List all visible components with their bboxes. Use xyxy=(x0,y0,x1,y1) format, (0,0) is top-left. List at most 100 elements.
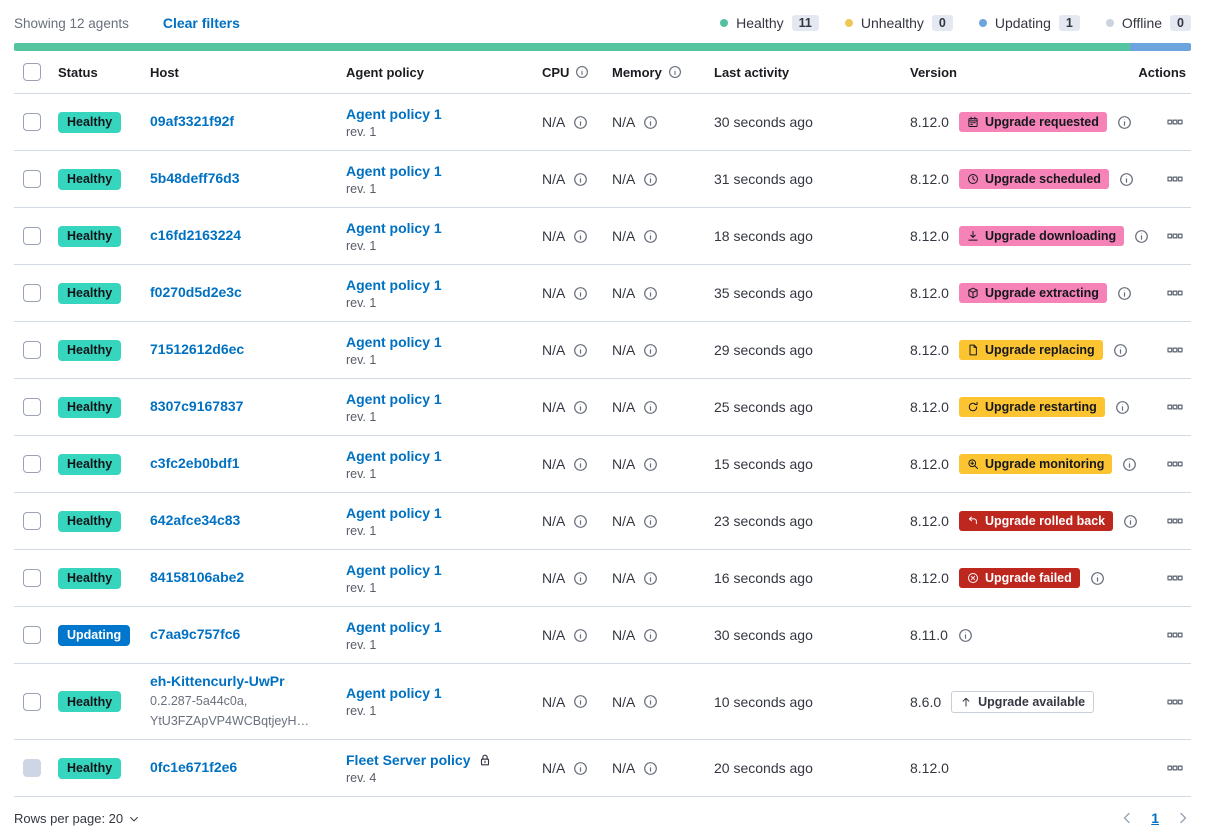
policy-cell: Agent policy 1 rev. 1 xyxy=(346,277,542,310)
row-actions-button[interactable] xyxy=(1164,757,1186,779)
info-icon xyxy=(574,229,588,243)
info-icon[interactable] xyxy=(573,286,588,301)
info-icon[interactable] xyxy=(573,571,588,586)
info-icon[interactable] xyxy=(958,628,973,643)
info-icon[interactable] xyxy=(1115,400,1130,415)
info-icon[interactable] xyxy=(573,628,588,643)
row-checkbox[interactable] xyxy=(23,227,41,245)
host-link[interactable]: 09af3321f92f xyxy=(150,113,235,129)
agent-policy-link[interactable]: Agent policy 1 xyxy=(346,219,442,236)
info-icon[interactable] xyxy=(643,343,658,358)
agent-policy-link[interactable]: Agent policy 1 xyxy=(346,105,442,122)
info-icon[interactable] xyxy=(643,172,658,187)
row-actions-button[interactable] xyxy=(1164,111,1186,133)
version-value: 8.12.0 xyxy=(910,285,949,301)
info-icon[interactable] xyxy=(573,115,588,130)
row-checkbox[interactable] xyxy=(23,512,41,530)
info-icon xyxy=(644,514,658,528)
host-link[interactable]: 0fc1e671f2e6 xyxy=(150,759,238,775)
host-link[interactable]: f0270d5d2e3c xyxy=(150,284,242,300)
legend-item-offline[interactable]: Offline 0 xyxy=(1105,15,1191,31)
previous-page-button[interactable] xyxy=(1119,810,1135,826)
row-checkbox[interactable] xyxy=(23,284,41,302)
next-page-button[interactable] xyxy=(1175,810,1191,826)
row-actions-button[interactable] xyxy=(1164,168,1186,190)
row-actions-button[interactable] xyxy=(1164,453,1186,475)
rows-per-page-select[interactable]: Rows per page: 20 xyxy=(14,811,140,826)
info-icon[interactable] xyxy=(1122,457,1137,472)
select-all-checkbox[interactable] xyxy=(23,63,41,81)
agent-policy-link[interactable]: Agent policy 1 xyxy=(346,162,442,179)
row-actions-button[interactable] xyxy=(1164,510,1186,532)
info-icon[interactable] xyxy=(573,172,588,187)
info-icon[interactable] xyxy=(575,65,589,79)
info-icon[interactable] xyxy=(573,229,588,244)
host-link[interactable]: 8307c9167837 xyxy=(150,398,244,414)
info-icon[interactable] xyxy=(1117,286,1132,301)
agent-policy-link[interactable]: Agent policy 1 xyxy=(346,333,442,350)
host-link[interactable]: eh-Kittencurly-UwPr xyxy=(150,673,285,689)
cpu-cell: N/A xyxy=(542,399,612,415)
row-actions-button[interactable] xyxy=(1164,396,1186,418)
info-icon[interactable] xyxy=(1117,115,1132,130)
row-checkbox[interactable] xyxy=(23,569,41,587)
info-icon[interactable] xyxy=(643,457,658,472)
info-icon[interactable] xyxy=(643,571,658,586)
host-link[interactable]: c16fd2163224 xyxy=(150,227,242,243)
row-checkbox[interactable] xyxy=(23,398,41,416)
info-icon[interactable] xyxy=(643,229,658,244)
host-link[interactable]: 5b48deff76d3 xyxy=(150,170,240,186)
agent-policy-link[interactable]: Agent policy 1 xyxy=(346,447,442,464)
row-actions-button[interactable] xyxy=(1164,691,1186,713)
info-icon xyxy=(574,343,588,357)
host-link[interactable]: c3fc2eb0bdf1 xyxy=(150,455,240,471)
page-number[interactable]: 1 xyxy=(1151,810,1159,826)
row-checkbox[interactable] xyxy=(23,113,41,131)
row-actions-button[interactable] xyxy=(1164,624,1186,646)
agent-policy-link[interactable]: Fleet Server policy xyxy=(346,751,471,768)
info-icon[interactable] xyxy=(1119,172,1134,187)
info-icon[interactable] xyxy=(573,400,588,415)
info-icon[interactable] xyxy=(643,628,658,643)
row-checkbox[interactable] xyxy=(23,455,41,473)
row-checkbox[interactable] xyxy=(23,341,41,359)
info-icon[interactable] xyxy=(643,761,658,776)
info-icon[interactable] xyxy=(643,115,658,130)
info-icon[interactable] xyxy=(643,400,658,415)
info-icon[interactable] xyxy=(573,343,588,358)
clear-filters-link[interactable]: Clear filters xyxy=(162,15,240,31)
row-actions-button[interactable] xyxy=(1164,225,1186,247)
table-row: Healthy 5b48deff76d3 Agent policy 1 rev. 1 N… xyxy=(14,151,1191,208)
info-icon[interactable] xyxy=(573,514,588,529)
info-icon[interactable] xyxy=(643,694,658,709)
legend-item-unhealthy[interactable]: Unhealthy 0 xyxy=(844,15,953,31)
agent-policy-link[interactable]: Agent policy 1 xyxy=(346,390,442,407)
host-link[interactable]: 71512612d6ec xyxy=(150,341,245,357)
legend-item-healthy[interactable]: Healthy 11 xyxy=(720,15,819,31)
agent-policy-link[interactable]: Agent policy 1 xyxy=(346,618,442,635)
row-checkbox[interactable] xyxy=(23,170,41,188)
agent-policy-link[interactable]: Agent policy 1 xyxy=(346,561,442,578)
info-icon[interactable] xyxy=(1134,229,1149,244)
info-icon[interactable] xyxy=(1123,514,1138,529)
agent-policy-link[interactable]: Agent policy 1 xyxy=(346,685,442,701)
info-icon[interactable] xyxy=(668,65,682,79)
host-link[interactable]: c7aa9c757fc6 xyxy=(150,626,241,642)
row-actions-button[interactable] xyxy=(1164,339,1186,361)
info-icon[interactable] xyxy=(1113,343,1128,358)
info-icon[interactable] xyxy=(573,761,588,776)
row-actions-button[interactable] xyxy=(1164,282,1186,304)
info-icon[interactable] xyxy=(643,286,658,301)
info-icon[interactable] xyxy=(643,514,658,529)
agent-policy-link[interactable]: Agent policy 1 xyxy=(346,504,442,521)
row-checkbox[interactable] xyxy=(23,626,41,644)
host-link[interactable]: 642afce34c83 xyxy=(150,512,241,528)
row-checkbox[interactable] xyxy=(23,692,41,711)
row-actions-button[interactable] xyxy=(1164,567,1186,589)
legend-item-updating[interactable]: Updating 1 xyxy=(978,15,1080,31)
agent-policy-link[interactable]: Agent policy 1 xyxy=(346,276,442,293)
info-icon[interactable] xyxy=(1090,571,1105,586)
host-link[interactable]: 84158106abe2 xyxy=(150,569,245,585)
info-icon[interactable] xyxy=(573,457,588,472)
info-icon[interactable] xyxy=(573,694,588,709)
